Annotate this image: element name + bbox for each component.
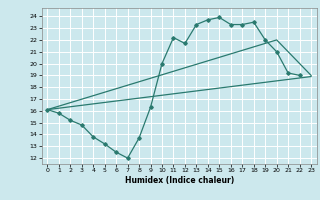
X-axis label: Humidex (Indice chaleur): Humidex (Indice chaleur) — [124, 176, 234, 185]
